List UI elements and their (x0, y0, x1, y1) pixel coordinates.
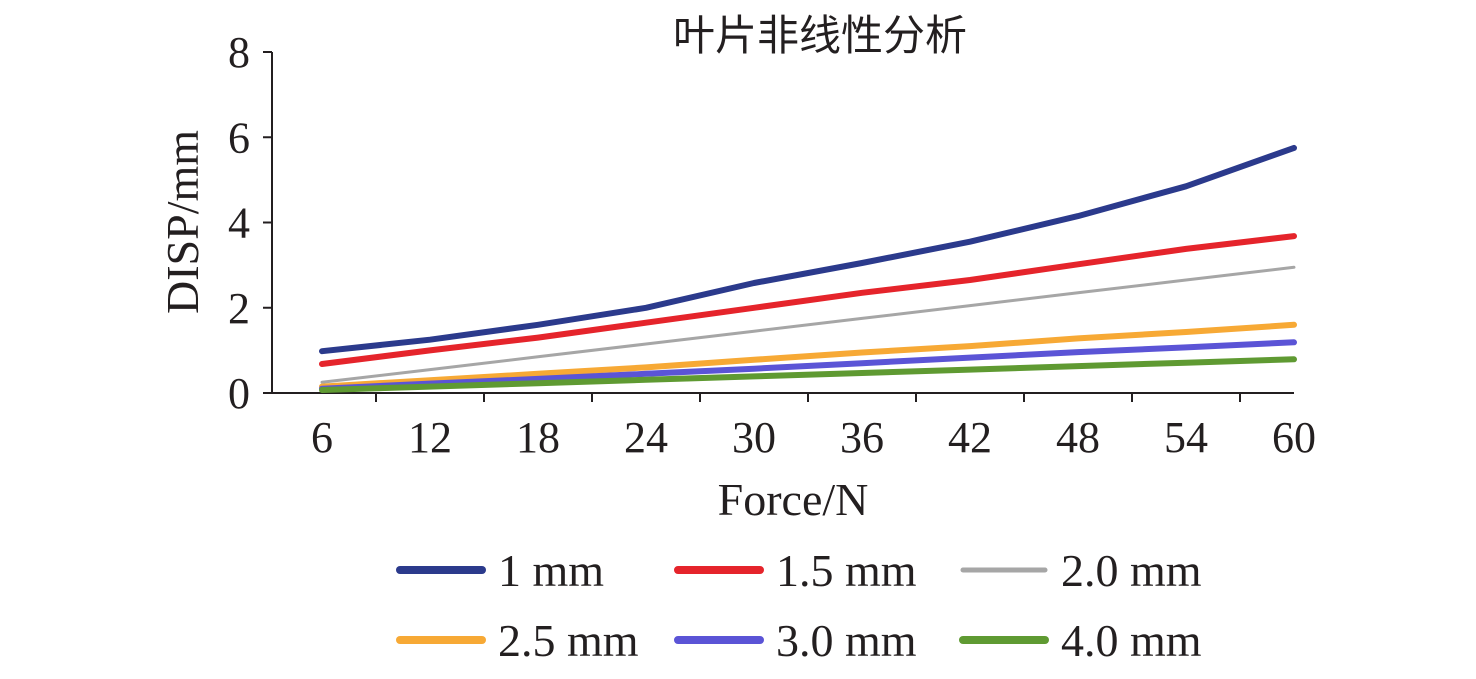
x-tick-label: 54 (1164, 413, 1208, 462)
x-tick-label: 24 (624, 413, 668, 462)
y-axis-title: DISP/mm (157, 130, 208, 314)
legend-label: 2.0 mm (1061, 545, 1202, 596)
legend-label: 3.0 mm (776, 615, 917, 666)
y-tick-label: 6 (228, 113, 250, 162)
legend-label: 1.5 mm (776, 545, 917, 596)
y-tick-label: 0 (228, 369, 250, 418)
y-tick-label: 8 (228, 28, 250, 77)
x-tick-label: 6 (311, 413, 333, 462)
legend-label: 4.0 mm (1061, 615, 1202, 666)
series-line-3_0-mm (319, 339, 1297, 392)
legend-label: 1 mm (498, 545, 604, 596)
series-line-2_5-mm (319, 321, 1297, 390)
series-lines (319, 144, 1297, 393)
series-line-2_0-mm (320, 265, 1296, 384)
x-axis-title: Force/N (718, 474, 869, 525)
x-tick-label: 48 (1056, 413, 1100, 462)
y-tick-label: 4 (228, 199, 250, 248)
x-tick-label: 12 (408, 413, 452, 462)
chart-title: 叶片非线性分析 (673, 11, 967, 60)
legend-label: 2.5 mm (498, 615, 639, 666)
x-tick-label: 42 (948, 413, 992, 462)
y-tick-label: 2 (228, 284, 250, 333)
x-tick-label: 30 (732, 413, 776, 462)
x-tick-label: 36 (840, 413, 884, 462)
series-line-1_5-mm (319, 233, 1297, 367)
legend: 1 mm 1.5 mm 2.0 mm 2.5 mm 3.0 mm 4.0 mm (396, 545, 1202, 666)
series-line-4_0-mm (319, 356, 1297, 393)
x-tick-label: 60 (1272, 413, 1316, 462)
series-line-1-mm (319, 144, 1297, 355)
x-tick-label: 18 (516, 413, 560, 462)
